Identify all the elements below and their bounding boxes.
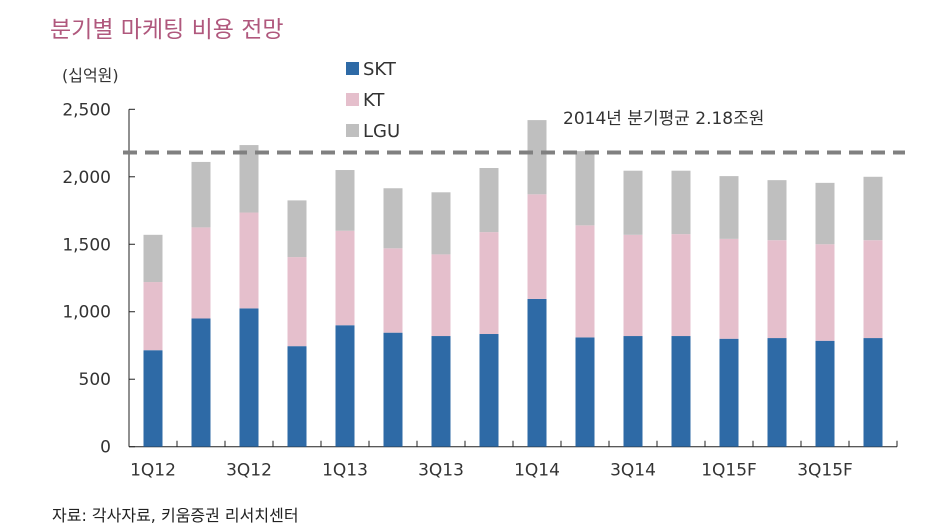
x-tick-label: 1Q13 [322, 461, 368, 481]
bar-kt-3q12 [239, 212, 259, 309]
bar-kt-3q14 [623, 234, 643, 337]
source-note: 자료: 각사자료, 키움증권 리서치센터 [52, 506, 299, 525]
bar-skt-4q12 [287, 346, 307, 447]
bar-skt-3q14 [623, 336, 643, 447]
bar-skt-1q13 [335, 325, 355, 447]
legend-swatch-lgu [346, 124, 359, 137]
bar-skt-3q15f [815, 340, 835, 447]
bar-skt-2q14 [575, 337, 595, 447]
bar-lgu-1q12 [143, 234, 163, 283]
x-tick-label: 3Q15F [797, 461, 853, 481]
bar-skt-2q15f [767, 338, 787, 447]
bar-skt-2q13 [383, 332, 403, 447]
bar-skt-1q14 [527, 298, 547, 447]
bar-lgu-1q14 [527, 120, 547, 195]
bar-kt-2q14 [575, 225, 595, 338]
legend-swatch-kt [346, 93, 359, 106]
bar-lgu-1q13 [335, 170, 355, 231]
bar-lgu-3q14 [623, 170, 643, 235]
bar-lgu-3q13 [431, 192, 451, 255]
y-tick-label: 2,000 [62, 168, 111, 188]
legend-label-skt: SKT [363, 59, 397, 80]
y-axis-unit: (십억원) [62, 66, 119, 85]
bar-kt-1q14 [527, 194, 547, 299]
reference-line-label: 2014년 분기평균 2.18조원 [563, 109, 764, 129]
bar-kt-2q15f [767, 240, 787, 339]
chart-title: 분기별 마케팅 비용 전망 [50, 17, 284, 43]
bar-kt-1q15f [719, 238, 739, 339]
bar-skt-1q15f [719, 338, 739, 447]
legend-swatch-skt [346, 62, 359, 75]
bar-lgu-3q15f [815, 182, 835, 245]
x-tick-label: 1Q15F [701, 461, 757, 481]
bar-lgu-4q14 [671, 170, 691, 235]
bar-skt-4q14 [671, 336, 691, 447]
bar-kt-1q12 [143, 282, 163, 351]
legend-label-kt: KT [363, 90, 385, 111]
x-tick-label: 1Q14 [514, 461, 560, 481]
y-tick-label: 500 [79, 370, 111, 390]
bar-skt-1q12 [143, 350, 163, 447]
bar-lgu-2q13 [383, 188, 403, 249]
bar-lgu-2q14 [575, 151, 595, 226]
bar-kt-4q12 [287, 257, 307, 347]
bar-lgu-2q12 [191, 161, 211, 228]
y-tick-label: 1,000 [62, 303, 111, 323]
x-tick-label: 3Q12 [226, 461, 272, 481]
bar-skt-3q13 [431, 336, 451, 447]
bar-skt-3q12 [239, 308, 259, 447]
bar-kt-4q15f [863, 240, 883, 339]
y-tick-label: 2,500 [62, 100, 111, 120]
bar-kt-4q13 [479, 232, 499, 335]
bar-lgu-2q15f [767, 180, 787, 241]
bar-kt-4q14 [671, 234, 691, 337]
x-tick-label: 3Q13 [418, 461, 464, 481]
bar-lgu-3q12 [239, 145, 259, 213]
bar-kt-1q13 [335, 230, 355, 326]
x-tick-label: 3Q14 [610, 461, 656, 481]
bar-kt-3q15f [815, 244, 835, 341]
legend-label-lgu: LGU [363, 121, 400, 142]
bar-skt-2q12 [191, 318, 211, 447]
bar-skt-4q15f [863, 338, 883, 447]
bar-lgu-1q15f [719, 176, 739, 239]
bar-kt-2q12 [191, 227, 211, 319]
bar-skt-4q13 [479, 334, 499, 447]
y-tick-label: 0 [100, 438, 111, 458]
bar-lgu-4q13 [479, 168, 499, 233]
bar-kt-3q13 [431, 254, 451, 337]
y-tick-label: 1,500 [62, 235, 111, 255]
bar-lgu-4q12 [287, 200, 307, 258]
bar-lgu-4q15f [863, 176, 883, 241]
bar-kt-2q13 [383, 248, 403, 333]
x-tick-label: 1Q12 [130, 461, 176, 481]
